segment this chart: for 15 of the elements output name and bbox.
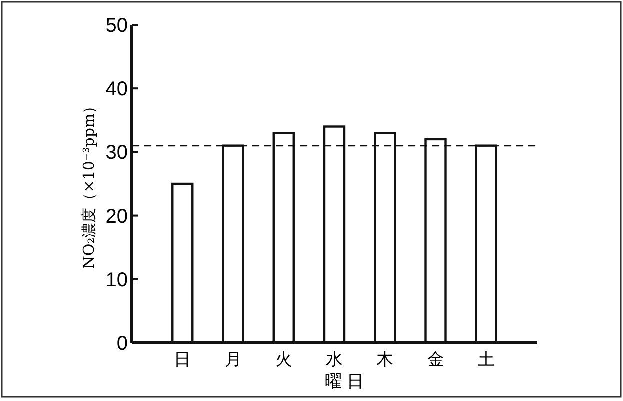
- y-tick-label: 0: [116, 333, 128, 355]
- x-tick-label: 月: [224, 350, 242, 370]
- x-tick-label: 金: [427, 350, 444, 370]
- y-tick-label: 50: [106, 15, 128, 37]
- x-tick-label: 土: [478, 350, 495, 370]
- y-tick-label: 30: [106, 142, 128, 164]
- x-axis-title: 曜 日: [324, 372, 364, 392]
- y-axis-title: NO₂濃度（×10⁻³ppm）: [80, 98, 98, 270]
- x-tick-label: 日: [174, 350, 192, 370]
- y-tick-label: 10: [106, 269, 128, 292]
- x-tick-label: 木: [376, 350, 394, 370]
- x-tick-label: 火: [275, 350, 292, 370]
- x-tick-label: 水: [326, 350, 343, 370]
- y-tick-label: 20: [106, 206, 128, 228]
- y-tick-label: 40: [106, 78, 128, 101]
